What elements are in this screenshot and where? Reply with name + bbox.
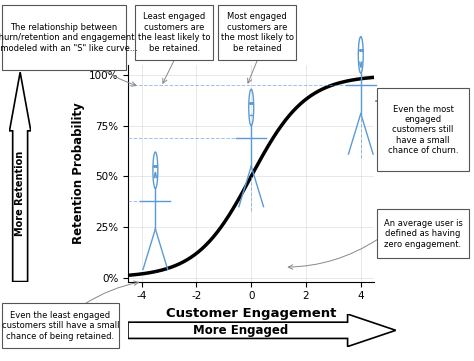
Text: The relationship between
churn/retention and engagement
is modeled with an "S" l: The relationship between churn/retention… [0,23,137,53]
Text: Most engaged
customers are
the most likely to
be retained: Most engaged customers are the most like… [220,12,294,53]
Text: Even the most
engaged
customers still
have a small
chance of churn.: Even the most engaged customers still ha… [388,105,458,155]
X-axis label: Customer Engagement: Customer Engagement [166,307,337,320]
Polygon shape [9,72,31,282]
Text: More Retention: More Retention [15,151,25,236]
Text: An average user is
defined as having
zero engagement.: An average user is defined as having zer… [383,219,463,249]
Y-axis label: Retention Probability: Retention Probability [72,103,84,244]
Polygon shape [128,314,396,347]
Text: More Engaged: More Engaged [193,324,288,337]
Text: Least engaged
customers are
the least likely to
be retained.: Least engaged customers are the least li… [138,12,210,53]
Text: Even the least engaged
customers still have a small
chance of being retained.: Even the least engaged customers still h… [2,311,119,341]
